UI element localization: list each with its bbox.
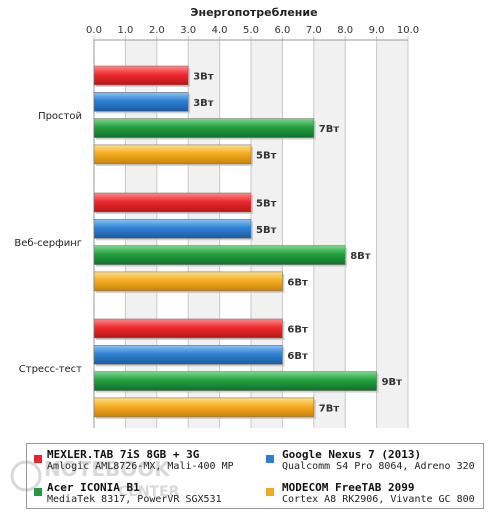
- bar-2-2: [93, 371, 377, 391]
- category-label-2: Стресс-тест: [19, 364, 82, 375]
- bar-label-1-2: 8Вт: [350, 251, 371, 262]
- x-tick-label-2: 2.0: [149, 25, 165, 36]
- bar-1-0: [93, 192, 252, 213]
- bars: 3Вт 3Вт 7Вт 5Вт 5Вт 5Вт 8Вт 6Вт 6Вт 6Вт 9Вт 7Вт: [93, 65, 403, 419]
- bar-0-1: [93, 92, 189, 112]
- bar-label-1-3: 6Вт: [287, 277, 308, 288]
- bar-2-3: [93, 397, 315, 418]
- bar-label-0-3: 5Вт: [256, 150, 277, 161]
- category-labels: Простой Веб-серфинг Стресс-тест: [14, 111, 82, 375]
- bar-label-0-0: 3Вт: [193, 72, 214, 83]
- legend-swatch-2: [34, 488, 42, 496]
- x-tick-label-7: 7.0: [306, 25, 322, 36]
- legend-desc-2: MediaTek 8317, PowerVR SGX531: [47, 494, 222, 505]
- legend-name-1: Google Nexus 7 (2013): [282, 448, 422, 461]
- x-tick-label-5: 5.0: [243, 25, 259, 36]
- legend-swatch-0: [34, 455, 42, 463]
- legend-desc-3: Cortex A8 RK2906, Vivante GC 800: [282, 494, 475, 505]
- x-tick-label-6: 6.0: [274, 25, 290, 36]
- legend-swatch-1: [266, 455, 274, 463]
- plot-band-7: [313, 40, 346, 428]
- plot-band-6: [282, 40, 314, 428]
- bar-0-2: [93, 118, 315, 138]
- bar-label-0-1: 3Вт: [193, 98, 214, 109]
- bar-1-2: [93, 245, 346, 265]
- bar-label-0-2: 7Вт: [319, 124, 340, 135]
- bar-label-1-0: 5Вт: [256, 199, 277, 210]
- legend-swatch-3: [266, 488, 274, 496]
- x-tick-label-4: 4.0: [212, 25, 228, 36]
- legend-item-3: MODECOM FreeTAB 2099 Cortex A8 RK2906, V…: [266, 481, 475, 506]
- bar-label-2-1: 6Вт: [287, 351, 308, 362]
- legend-desc-0: Amlogic AML8726-MX, Mali-400 MP: [47, 461, 234, 472]
- legend-name-2: Acer ICONIA B1: [47, 481, 140, 494]
- legend-name-0: MEXLER.TAB 7iS 8GB + 3G: [47, 448, 200, 461]
- legend-name-3: MODECOM FreeTAB 2099: [282, 481, 415, 494]
- legend: MEXLER.TAB 7iS 8GB + 3G Amlogic AML8726-…: [26, 443, 484, 509]
- legend-item-0: MEXLER.TAB 7iS 8GB + 3G Amlogic AML8726-…: [34, 448, 234, 473]
- bar-1-3: [93, 271, 283, 292]
- legend-item-1: Google Nexus 7 (2013) Qualcomm S4 Pro 80…: [266, 448, 475, 473]
- bar-label-2-0: 6Вт: [287, 325, 308, 336]
- bar-label-2-2: 9Вт: [382, 377, 403, 388]
- legend-desc-1: Qualcomm S4 Pro 8064, Adreno 320: [282, 461, 475, 472]
- bar-2-0: [93, 318, 283, 339]
- category-label-0: Простой: [38, 111, 82, 122]
- x-tick-label-0: 0.0: [86, 25, 102, 36]
- plot-band-8: [345, 40, 377, 428]
- x-tick-label-10: 10.0: [397, 25, 419, 36]
- x-axis-ticks: 0.0 1.0 2.0 3.0 4.0 5.0 6.0 7.0 8.0 9.0 10.0: [86, 25, 419, 36]
- x-tick-label-3: 3.0: [180, 25, 196, 36]
- x-tick-label-8: 8.0: [337, 25, 353, 36]
- x-tick-label-1: 1.0: [117, 25, 133, 36]
- chart-title: Энергопотребление: [190, 6, 317, 19]
- x-tick-label-9: 9.0: [369, 25, 385, 36]
- category-label-1: Веб-серфинг: [14, 238, 82, 249]
- bar-label-2-3: 7Вт: [319, 403, 340, 414]
- bar-2-1: [93, 344, 283, 365]
- bar-1-1: [93, 219, 252, 239]
- bar-0-3: [93, 144, 252, 165]
- chart: 0.0 1.0 2.0 3.0 4.0 5.0 6.0 7.0 8.0 9.0 10.0 Прост…: [14, 6, 419, 428]
- legend-item-2: Acer ICONIA B1 MediaTek 8317, PowerVR SG…: [34, 481, 222, 506]
- bar-label-1-1: 5Вт: [256, 225, 277, 236]
- bar-0-0: [93, 65, 189, 86]
- plot-band-9: [376, 40, 408, 428]
